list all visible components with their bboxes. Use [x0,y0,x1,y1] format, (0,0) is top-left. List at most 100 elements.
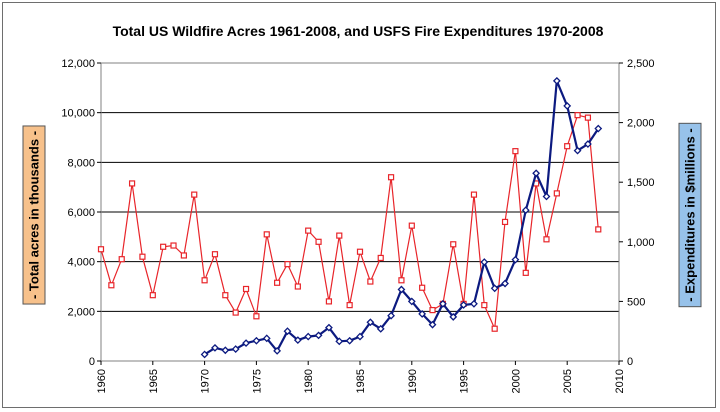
acres-point [263,231,270,238]
x-tick-label: 2000 [510,369,522,393]
acres-point [284,261,291,268]
left-tick-label: 8,000 [67,157,95,169]
acres-point [191,191,198,198]
expenditures-line [204,79,600,356]
x-tick-label: 1985 [355,369,367,393]
expenditures-point [532,169,541,178]
acres-point [315,238,322,245]
expenditures-point [356,332,364,341]
x-tick-label: 1990 [407,369,419,393]
acres-point [274,279,281,286]
expenditures-point [242,339,250,348]
x-tick-label: 1960 [96,369,108,393]
right-tick-label: 500 [627,296,645,308]
expenditures-point [314,331,323,340]
expenditures-point [211,343,219,352]
expenditures-point [283,327,292,336]
expenditures-point [252,336,261,345]
expenditures-point [304,332,313,341]
right-tick-label: 0 [627,356,633,368]
acres-point [491,325,498,332]
acres-point [564,143,571,150]
acres-point [242,285,250,293]
acres-point [108,282,115,289]
acres-point [408,222,415,229]
acres-point [356,248,364,255]
expenditures-point [594,124,603,133]
acres-point [429,306,436,314]
acres-point [128,180,136,187]
acres-point [512,148,519,155]
acres-point [595,226,602,233]
left-tick-label: 6,000 [67,207,95,219]
right-tick-label: 1,000 [627,237,655,249]
acres-series [97,112,602,332]
expenditures-point [387,311,395,320]
acres-point [543,236,550,243]
acres-point [522,269,529,276]
acres-point [419,284,426,291]
expenditures-point [221,346,230,355]
acres-point [139,253,146,260]
expenditures-point [273,346,282,355]
expenditures-point [470,299,478,308]
expenditures-point [407,297,416,306]
expenditures-point [345,336,354,345]
left-axis: 0 2,000 4,000 6,000 8,000 10,000 12,000 [61,58,101,368]
expenditures-point [511,255,520,264]
expenditures-point [563,101,572,110]
expenditures-point [335,337,344,346]
expenditures-point [521,206,530,215]
expenditures-point [573,146,582,155]
acres-point [97,246,105,253]
expenditures-point [200,350,209,359]
right-tick-label: 2,500 [627,58,655,70]
acres-point [294,283,301,290]
expenditures-point [459,301,468,309]
series-layer [97,76,603,359]
expenditures-point [438,299,447,308]
left-tick-label: 12,000 [61,58,95,70]
chart-title: Total US Wildfire Acres 1961-2008, and U… [113,23,604,39]
acres-point [367,278,374,285]
wildfire-chart: Total US Wildfire Acres 1961-2008, and U… [22,23,702,393]
expenditures-point [501,279,509,288]
expenditures-point [552,76,561,85]
acres-point [305,227,312,234]
acres-point [232,309,239,316]
x-axis: 1960 1965 1970 1975 1980 1985 1990 1995 2000 2005… [96,361,626,393]
acres-point [553,190,560,197]
right-axis-label: - Expenditures in $millions - [678,122,702,308]
acres-point [470,191,478,198]
expenditures-point [584,140,592,148]
left-tick-label: 4,000 [67,257,95,269]
acres-point [222,292,229,299]
right-tick-label: 2,000 [627,118,655,130]
acres-point [387,174,395,181]
acres-point [180,252,187,259]
right-tick-label: 1,500 [627,177,655,189]
chart-frame: Total US Wildfire Acres 1961-2008, and U… [2,2,716,408]
acres-point [170,242,177,249]
left-tick-label: 10,000 [61,108,95,120]
acres-point [160,243,167,250]
acres-point [118,256,125,263]
acres-point [398,277,405,284]
left-tick-label: 2,000 [67,306,95,318]
expenditures-point [428,320,437,329]
acres-point [325,298,333,305]
acres-point [584,114,592,121]
expenditures-point [449,312,458,321]
acres-point [253,313,260,320]
acres-point [481,302,488,309]
acres-point [201,277,208,284]
expenditures-point [325,323,333,332]
x-tick-label: 1970 [200,369,212,393]
right-axis-label-text: - Expenditures in $millions - [683,128,698,301]
x-tick-label: 1995 [459,369,471,393]
x-tick-label: 1980 [303,369,315,393]
expenditures-point [542,192,551,201]
x-tick-label: 1965 [148,369,160,393]
acres-point [149,292,156,299]
x-tick-label: 2005 [562,369,574,393]
